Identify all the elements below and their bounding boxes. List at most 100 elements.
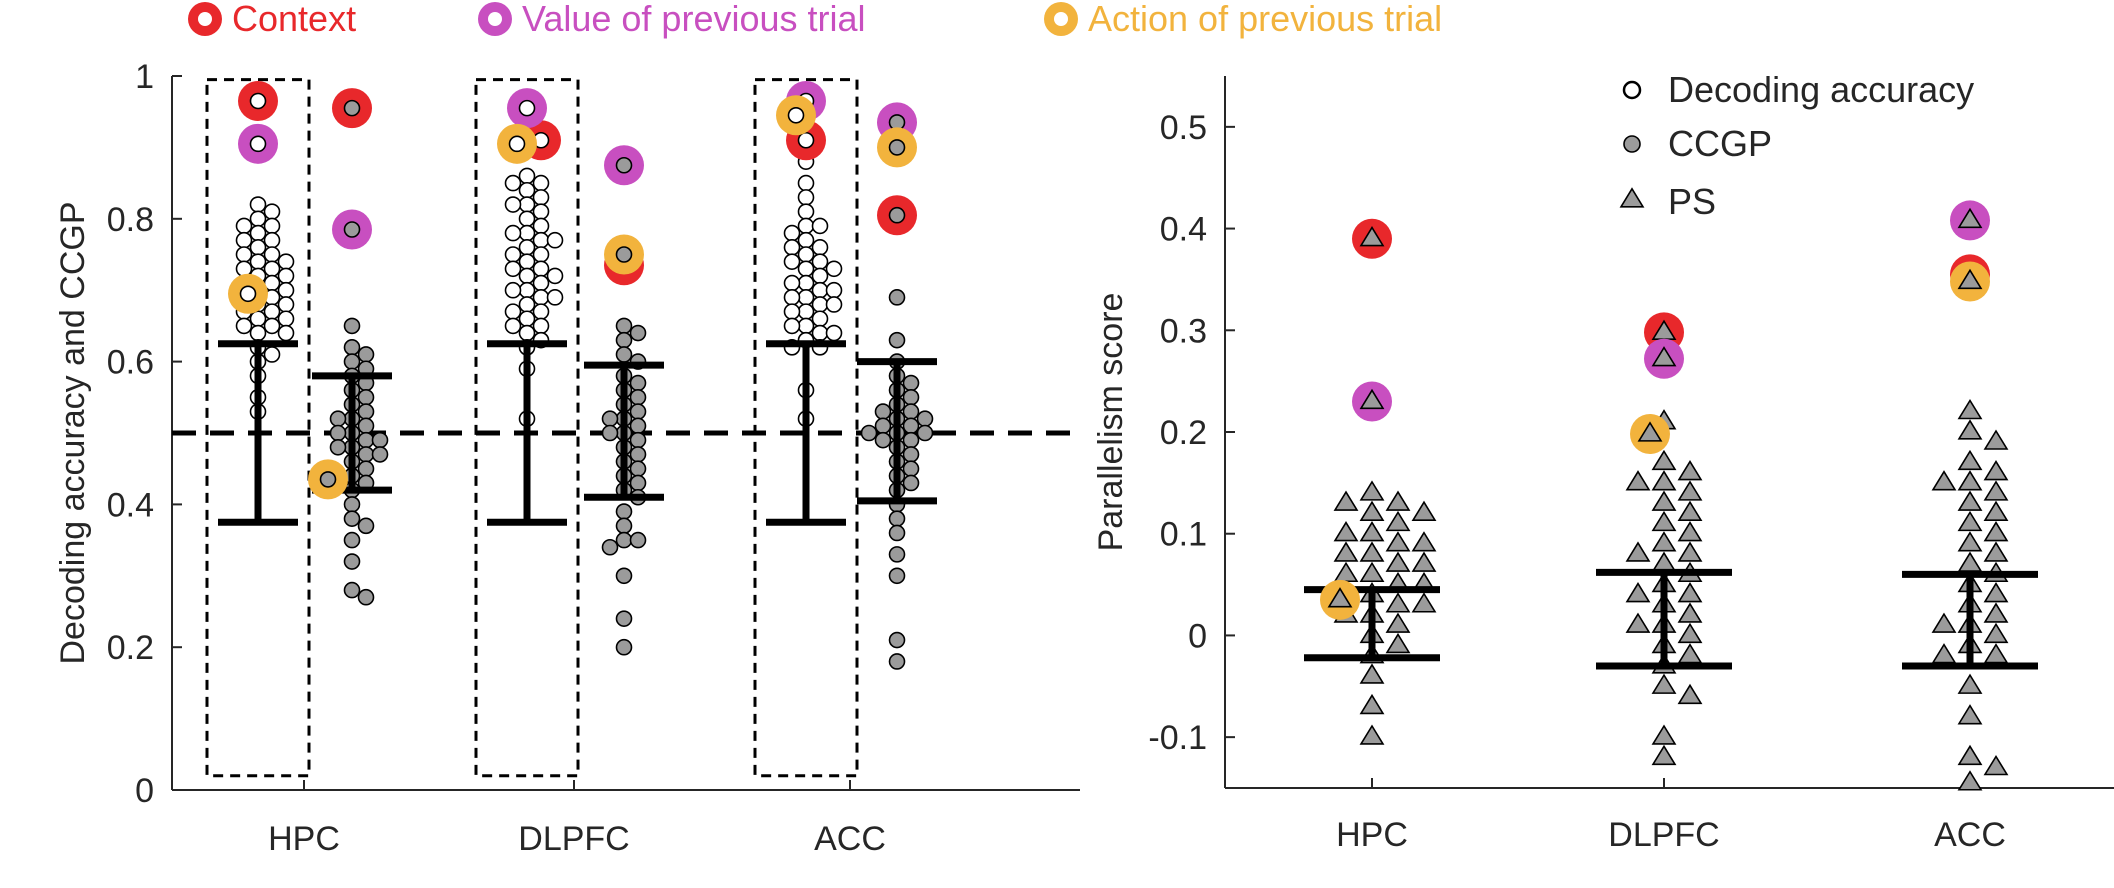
decoding-null-point	[532, 217, 550, 235]
decoding-null-point	[811, 253, 829, 270]
ccgp-null-point	[629, 460, 647, 478]
decoding-null-point	[797, 217, 815, 235]
ccgp-null-point	[629, 474, 647, 492]
ps-null-point	[1333, 541, 1359, 562]
decoding-null-point	[811, 217, 829, 235]
ps-null-point	[1983, 500, 2009, 522]
ps-null-point	[1677, 683, 1703, 705]
y-tick-label: 0.8	[107, 201, 154, 239]
ps-legend: Decoding accuracy CCGP PS	[1619, 69, 1974, 222]
decoding-null-point	[249, 210, 267, 228]
value-point	[615, 156, 633, 174]
ccgp-null-point	[329, 410, 347, 428]
ps-null-point	[1333, 561, 1359, 583]
ccgp-null-point	[371, 446, 389, 463]
y-tick-label: 0	[135, 772, 154, 810]
legend-context-label: Context	[232, 0, 357, 39]
ccgp-null-point	[629, 431, 647, 449]
decoding-null-point	[532, 303, 550, 320]
ccgp-null-point	[601, 424, 619, 442]
ccgp-null-point	[916, 410, 934, 428]
decoding-null-point	[518, 281, 536, 299]
legend-action-marker	[1044, 2, 1078, 36]
legend-action-label: Action of previous trial	[1088, 0, 1443, 39]
y-tick-label: 1	[135, 58, 154, 96]
y-tick-label: 0.2	[107, 629, 154, 667]
decoding-null-point	[249, 239, 267, 256]
ccgp-null-point	[874, 403, 892, 420]
decoding-null-point	[811, 296, 829, 313]
ps-null-point	[1359, 561, 1385, 583]
decoding-null-point	[532, 174, 550, 192]
decoding-null-point	[532, 289, 550, 306]
decoding-null-point	[235, 217, 253, 235]
decoding-null-point	[518, 181, 536, 199]
ccgp-null-point	[615, 531, 633, 549]
ccgp-null-point	[902, 446, 920, 463]
y-tick-label: -0.1	[1148, 719, 1207, 757]
ps-null-point	[1625, 541, 1651, 562]
decoding-null-point	[546, 289, 564, 306]
action-point	[319, 471, 337, 488]
decoding-null-point	[783, 289, 801, 306]
ccgp-null-point	[357, 517, 375, 535]
context-point	[343, 99, 361, 117]
ps-null-point	[1651, 724, 1677, 745]
decoding-null-point	[532, 274, 550, 292]
action-point	[787, 106, 805, 124]
decoding-null-point	[504, 303, 522, 320]
action-point	[239, 285, 257, 303]
x-tick-label: DLPFC	[518, 820, 629, 858]
ps-null-point	[1411, 551, 1437, 572]
ps-null-point	[1983, 480, 2009, 501]
ccgp-null-point	[357, 431, 375, 449]
ps-null-point	[1957, 510, 1983, 532]
decoding-null-point	[797, 174, 815, 192]
ccgp-null-point	[357, 346, 375, 363]
action-point	[508, 135, 526, 153]
decoding-null-point	[504, 196, 522, 213]
decoding-null-point	[263, 303, 281, 320]
ps-null-point	[1625, 582, 1651, 603]
decoding-null-point	[532, 246, 550, 263]
ps-null-point	[1931, 612, 1957, 633]
decoding-null-point	[797, 274, 815, 292]
x-tick-label: HPC	[268, 820, 340, 858]
legend-value-marker	[478, 2, 512, 36]
action-point	[1957, 268, 1983, 290]
ps-null-point	[1651, 490, 1677, 511]
decoding-null-point	[783, 274, 801, 292]
ccgp-null-point	[860, 424, 878, 442]
ccgp-null-point	[615, 638, 633, 656]
ccgp-null-point	[343, 353, 361, 370]
ccgp-null-point	[629, 417, 647, 435]
y-tick-label: 0.6	[107, 344, 154, 382]
decoding-null-point	[518, 296, 536, 313]
legend-label: CCGP	[1668, 123, 1772, 164]
decoding-box	[205, 78, 311, 778]
ccgp-null-point	[615, 567, 633, 585]
decoding-null-point	[811, 267, 829, 285]
decoding-null-point	[263, 203, 281, 220]
decoding-null-point	[518, 196, 536, 213]
decoding-box	[753, 78, 859, 778]
decoding-null-point	[277, 267, 295, 285]
ccgp-null-point	[343, 531, 361, 549]
ps-null-point	[1411, 592, 1437, 613]
ps-null-point	[1385, 510, 1411, 532]
ps-null-point	[1385, 490, 1411, 511]
ccgp-null-point	[357, 446, 375, 463]
ccgp-null-point	[343, 553, 361, 570]
decoding-null-point	[797, 189, 815, 206]
value-point	[343, 221, 361, 238]
decoding-null-point	[235, 317, 253, 335]
decoding-null-point	[249, 196, 267, 213]
ccgp-null-point	[902, 403, 920, 420]
top-legend: Context Value of previous trial Action o…	[0, 0, 2114, 40]
context-point	[1359, 226, 1385, 247]
value-point	[249, 135, 267, 153]
ps-null-point	[1931, 470, 1957, 491]
ccgp-null-point	[329, 424, 347, 442]
decoding-null-point	[504, 246, 522, 263]
decoding-null-point	[532, 317, 550, 335]
